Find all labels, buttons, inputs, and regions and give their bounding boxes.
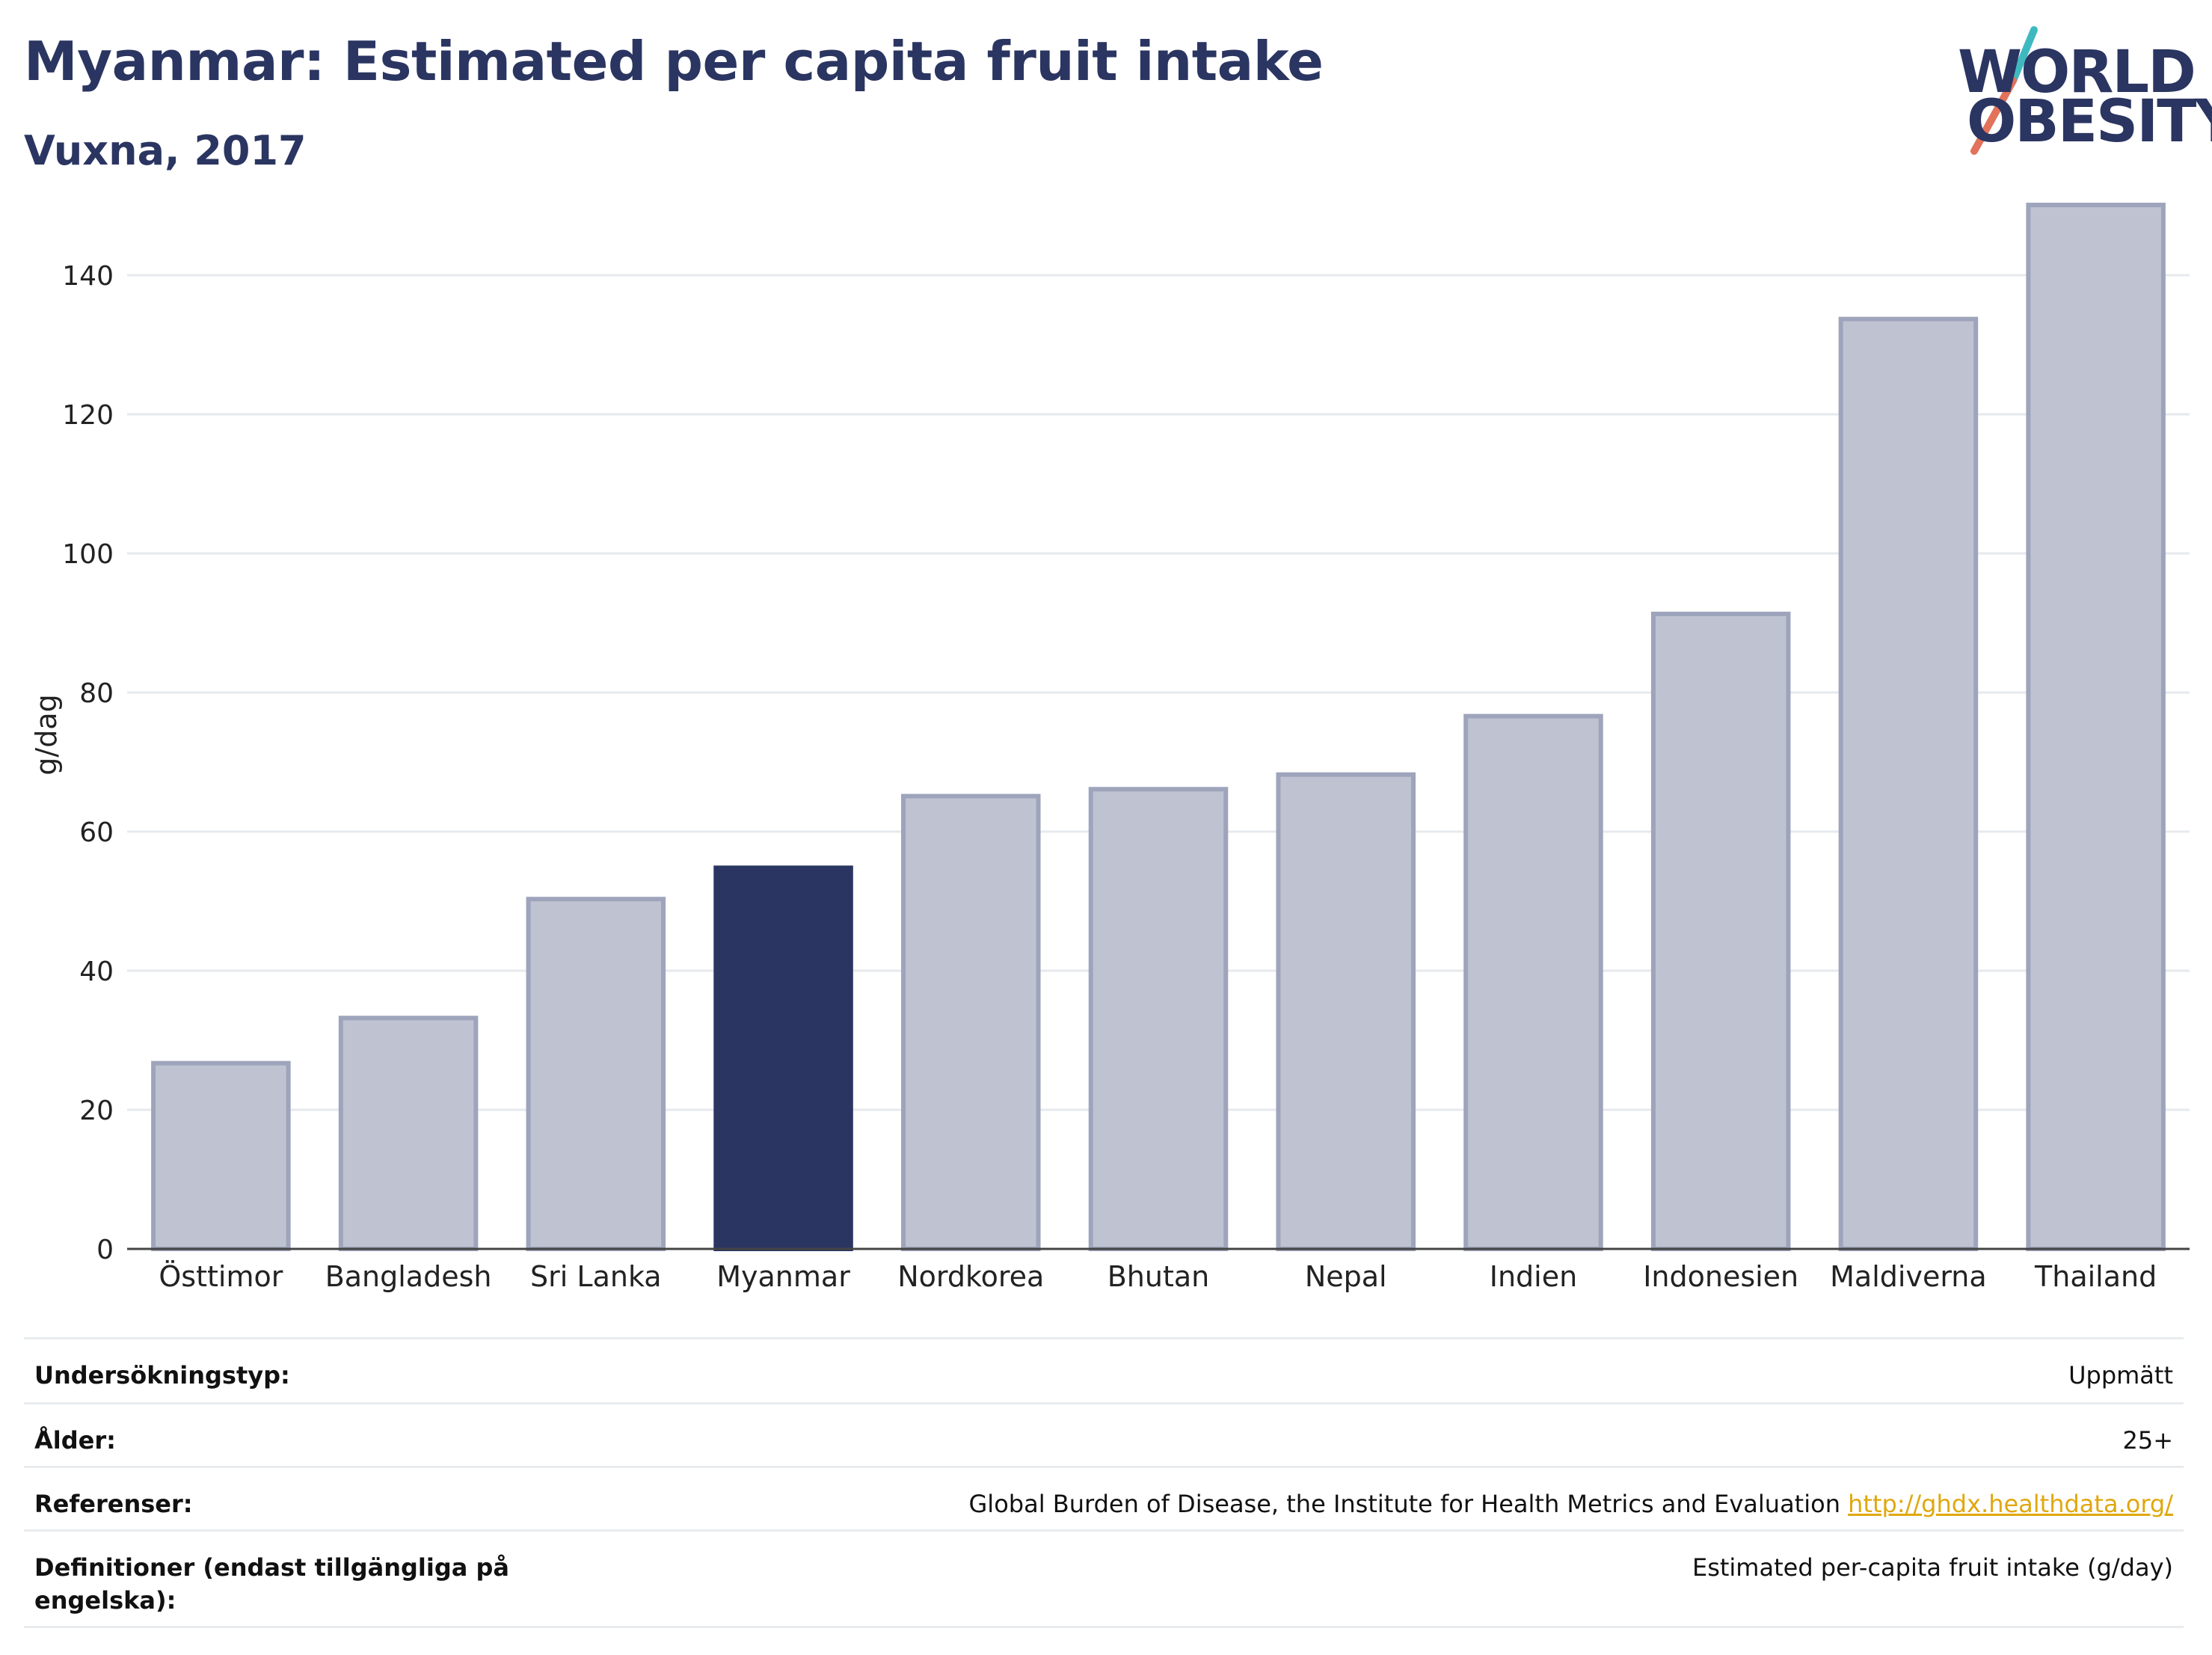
logo-line2: OBESITY <box>1967 88 2212 156</box>
info-row-survey-type: Undersökningstyp: Uppmätt <box>24 1337 2184 1402</box>
world-obesity-logo[interactable]: WORLD OBESITY <box>1944 22 2212 157</box>
bar-indien[interactable] <box>1463 713 1603 1251</box>
x-tick-label: Bangladesh <box>325 1260 492 1293</box>
y-tick-label: 60 <box>79 817 114 848</box>
y-tick-label: 140 <box>62 261 114 292</box>
info-label-references: Referenser: <box>34 1490 193 1518</box>
x-axis-ticks: Östtimor Bangladesh Sri Lanka Myanmar Nordko… <box>159 1260 2157 1293</box>
chart-title: Myanmar: Estimated per capita fruit inta… <box>24 30 1324 93</box>
info-label-age: Ålder: <box>34 1426 116 1455</box>
x-tick-label: Thailand <box>2034 1260 2157 1293</box>
info-value-definitions: Estimated per-capita fruit intake (g/day… <box>1692 1553 2173 1582</box>
reference-text: Global Burden of Disease, the Institute … <box>968 1490 1840 1518</box>
bar--sttimor[interactable] <box>151 1060 291 1251</box>
x-tick-label: Indien <box>1490 1260 1577 1293</box>
y-tick-label: 80 <box>79 678 114 709</box>
x-tick-label: Sri Lanka <box>530 1260 662 1293</box>
bar-maldiverna[interactable] <box>1838 316 1979 1252</box>
info-value-references: Global Burden of Disease, the Institute … <box>969 1487 2174 1520</box>
bar-chart: 0 20 40 60 80 100 120 140 Östtimor Bangladesh Sri… <box>30 203 2190 1293</box>
x-tick-label: Nordkorea <box>897 1260 1044 1293</box>
info-value-survey-type: Uppmätt <box>2068 1361 2173 1390</box>
x-tick-label: Bhutan <box>1107 1260 1210 1293</box>
x-tick-label: Indonesien <box>1643 1260 1798 1293</box>
bars <box>151 203 2166 1252</box>
y-tick-label: 40 <box>79 957 114 987</box>
bar-sri-lanka[interactable] <box>526 897 666 1251</box>
x-tick-label: Maldiverna <box>1830 1260 1987 1293</box>
chart-subtitle: Vuxna, 2017 <box>24 127 307 174</box>
info-value-age: 25+ <box>2122 1426 2173 1455</box>
bar-bangladesh[interactable] <box>338 1016 479 1251</box>
bar-nordkorea[interactable] <box>901 793 1041 1251</box>
bar-myanmar[interactable] <box>713 865 853 1251</box>
info-table: Undersökningstyp: Uppmätt Ålder: 25+ Ref… <box>24 1337 2184 1628</box>
x-tick-label: Östtimor <box>159 1260 283 1293</box>
logo-line1: WORLD <box>1958 39 2196 106</box>
bar-nepal[interactable] <box>1276 772 1416 1251</box>
y-axis-ticks: 0 20 40 60 80 100 120 140 <box>62 261 114 1265</box>
logo-slash-icon <box>1970 26 2038 155</box>
x-tick-label: Myanmar <box>716 1260 850 1293</box>
y-axis-label: g/dag <box>30 694 63 775</box>
y-tick-label: 0 <box>96 1235 114 1265</box>
bar-indonesien[interactable] <box>1650 611 1791 1251</box>
y-tick-label: 120 <box>62 400 114 431</box>
info-row-age: Ålder: 25+ <box>24 1402 2184 1466</box>
bar-thailand[interactable] <box>2026 203 2166 1252</box>
bar-bhutan[interactable] <box>1088 787 1229 1251</box>
y-tick-label: 20 <box>79 1096 114 1126</box>
y-tick-label: 100 <box>62 539 114 570</box>
reference-link[interactable]: http://ghdx.healthdata.org/ <box>1848 1490 2173 1518</box>
x-tick-label: Nepal <box>1305 1260 1387 1293</box>
info-row-references: Referenser: Global Burden of Disease, th… <box>24 1466 2184 1529</box>
info-row-definitions: Definitioner (endast tillgängliga på eng… <box>24 1529 2184 1628</box>
info-label-survey-type: Undersökningstyp: <box>34 1361 290 1390</box>
info-label-definitions: Definitioner (endast tillgängliga på eng… <box>34 1553 509 1615</box>
